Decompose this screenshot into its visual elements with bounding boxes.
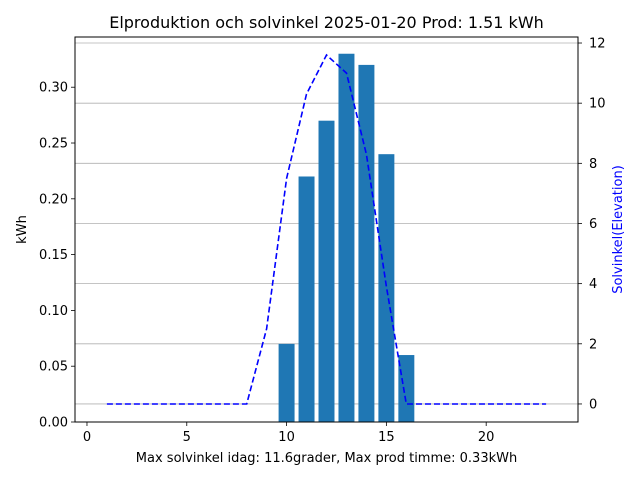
plot-frame xyxy=(74,36,579,423)
bar-series xyxy=(278,53,415,423)
y-tick-label: 0.05 xyxy=(39,360,68,375)
y2-tick-label: 2 xyxy=(589,337,597,352)
y-tick-label: 0.00 xyxy=(39,416,68,431)
y2-tick-label: 8 xyxy=(589,157,597,172)
y-tick-label: 0.25 xyxy=(39,137,68,152)
bar xyxy=(298,176,315,422)
y2-tick-label: 4 xyxy=(589,277,597,292)
bar xyxy=(278,343,295,422)
elevation-line xyxy=(106,53,547,405)
x-tick-label: 10 xyxy=(278,430,295,445)
y-tick-label: 0.30 xyxy=(39,81,68,96)
bar xyxy=(398,355,415,422)
x-tick-label: 5 xyxy=(183,430,191,445)
bar xyxy=(378,154,395,422)
y2-axis-label: Solvinkel(Elevation) xyxy=(611,165,626,294)
bar xyxy=(318,120,335,423)
y2-tick-label: 0 xyxy=(589,397,597,412)
y-tick-label: 0.20 xyxy=(39,192,68,207)
y2-tick-label: 12 xyxy=(589,37,606,52)
y-axis-ticks: 0.00 0.05 0.10 0.15 0.20 0.25 0.30 xyxy=(39,81,75,431)
x-tick-label: 20 xyxy=(478,430,495,445)
y-axis-label: kWh xyxy=(15,215,30,244)
y2-axis-ticks: 0 2 4 6 8 10 12 xyxy=(578,37,606,412)
chart-title: Elproduktion och solvinkel 2025-01-20 Pr… xyxy=(109,13,544,32)
x-tick-label: 15 xyxy=(378,430,395,445)
x-axis-ticks: 0 5 10 15 20 xyxy=(83,422,495,445)
bar xyxy=(358,64,375,422)
x-axis-label: Max solvinkel idag: 11.6grader, Max prod… xyxy=(136,451,517,466)
y-tick-label: 0.15 xyxy=(39,248,68,263)
y2-tick-label: 10 xyxy=(589,97,606,112)
bar xyxy=(338,53,355,422)
x-tick-label: 0 xyxy=(83,430,91,445)
y-tick-label: 0.10 xyxy=(39,304,68,319)
y2-tick-label: 6 xyxy=(589,217,597,232)
